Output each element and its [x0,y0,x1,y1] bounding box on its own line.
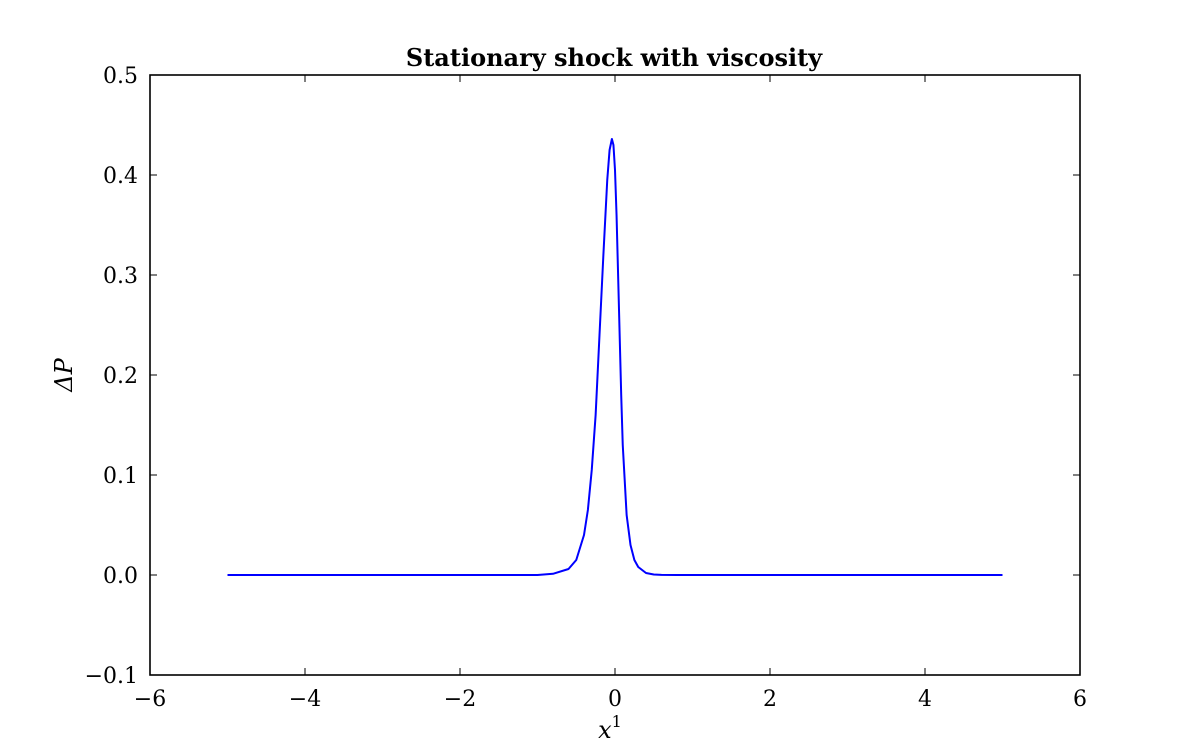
x-axis: −6 −4 −2 0 2 4 6 [134,75,1087,712]
series-line-0 [227,138,1003,576]
plot-area [227,138,1003,576]
x-axis-label-base: x [598,716,612,744]
y-tick-label: 0.1 [103,464,138,489]
x-tick-label: 2 [763,687,777,712]
x-tick-label: 6 [1073,687,1087,712]
y-tick-label: 0.0 [103,564,138,589]
x-tick-label: −4 [289,687,321,712]
x-tick-label: 4 [918,687,932,712]
y-tick-label: 0.5 [103,64,138,89]
x-axis-label-superscript: 1 [612,712,622,731]
x-axis-label: x1 [598,712,622,744]
x-tick-label: −2 [444,687,476,712]
x-tick-label: −6 [134,687,166,712]
y-tick-label: 0.3 [103,264,138,289]
y-tick-label: −0.1 [85,664,138,689]
y-tick-label: 0.2 [103,364,138,389]
y-axis-label: ΔP [50,357,78,392]
chart-title: Stationary shock with viscosity [406,43,823,72]
y-tick-label: 0.4 [103,164,138,189]
y-axis: −0.1 0.0 0.1 0.2 0.3 0.4 0.5 [85,64,1080,689]
x-tick-label: 0 [608,687,622,712]
